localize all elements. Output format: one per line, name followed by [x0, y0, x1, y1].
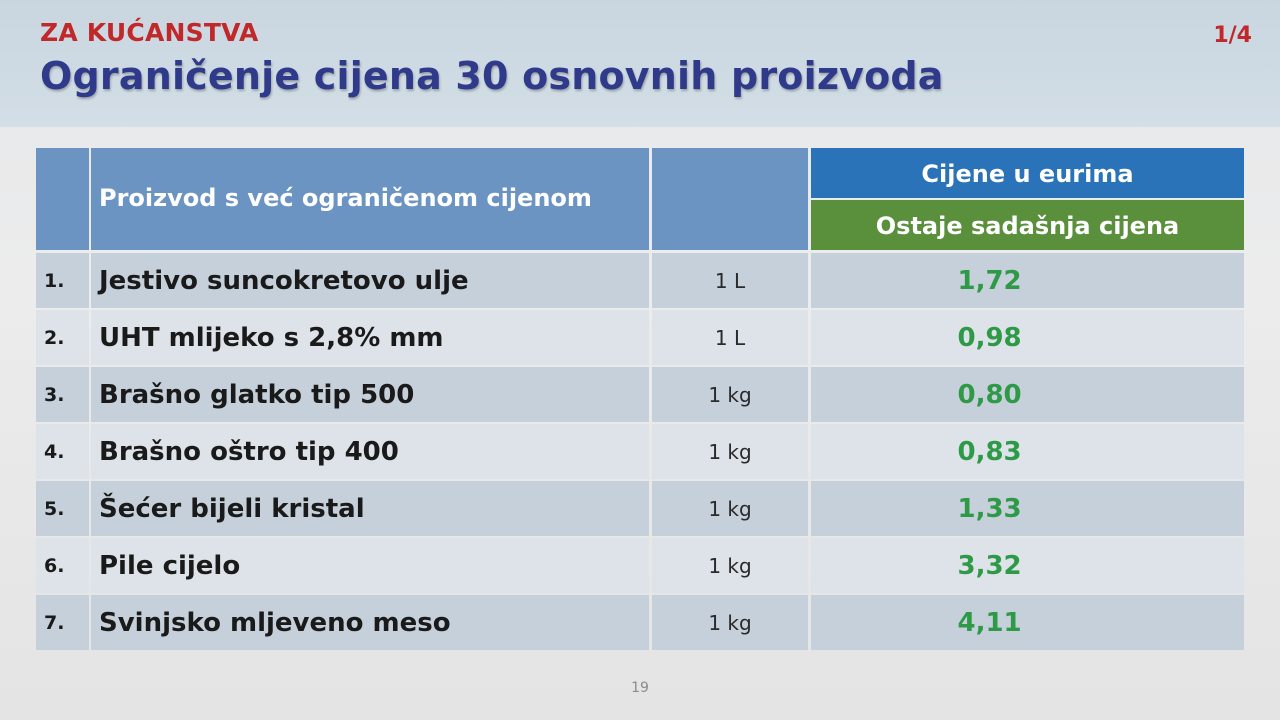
product-unit: 1 kg — [708, 554, 752, 578]
product-name: Brašno oštro tip 400 — [99, 437, 399, 467]
price-cell: 1,33 — [811, 481, 1244, 536]
product-cell: Brašno glatko tip 500 — [91, 367, 649, 422]
unit-cell: 1 kg — [652, 538, 808, 593]
row-number: 7. — [44, 612, 65, 634]
product-unit: 1 kg — [708, 611, 752, 635]
header-num-cell — [36, 148, 89, 250]
product-price: 1,72 — [957, 266, 1022, 296]
page-indicator: 1/4 — [1213, 23, 1252, 48]
table-header: Proizvod s već ograničenom cijenom Cijen… — [36, 148, 1244, 251]
unit-cell: 1 L — [652, 310, 808, 365]
price-cell: 1,72 — [811, 253, 1244, 308]
product-price: 3,32 — [957, 551, 1022, 581]
header-product-cell: Proizvod s već ograničenom cijenom — [91, 148, 649, 250]
price-cell: 0,98 — [811, 310, 1244, 365]
product-cell: Brašno oštro tip 400 — [91, 424, 649, 479]
row-number-cell: 1. — [36, 253, 89, 308]
product-unit: 1 kg — [708, 440, 752, 464]
product-price: 0,80 — [957, 380, 1022, 410]
product-cell: Svinjsko mljeveno meso — [91, 595, 649, 650]
row-number-cell: 7. — [36, 595, 89, 650]
table-row: 5. Šećer bijeli kristal 1 kg 1,33 — [36, 481, 1244, 536]
header-price-group: Cijene u eurima — [811, 148, 1244, 198]
product-price: 0,98 — [957, 323, 1022, 353]
product-unit: 1 L — [714, 326, 746, 350]
product-price: 4,11 — [957, 608, 1022, 638]
table-row: 6. Pile cijelo 1 kg 3,32 — [36, 538, 1244, 593]
product-cell: Šećer bijeli kristal — [91, 481, 649, 536]
table-row: 3. Brašno glatko tip 500 1 kg 0,80 — [36, 367, 1244, 422]
price-cell: 0,80 — [811, 367, 1244, 422]
row-number: 1. — [44, 270, 65, 292]
row-number: 2. — [44, 327, 65, 349]
table-row: 1. Jestivo suncokretovo ulje 1 L 1,72 — [36, 253, 1244, 308]
unit-cell: 1 kg — [652, 595, 808, 650]
row-number-cell: 3. — [36, 367, 89, 422]
product-name: Brašno glatko tip 500 — [99, 380, 415, 410]
product-unit: 1 L — [714, 269, 746, 293]
slide-number: 19 — [631, 680, 649, 696]
row-number-cell: 4. — [36, 424, 89, 479]
unit-cell: 1 kg — [652, 481, 808, 536]
table-row: 4. Brašno oštro tip 400 1 kg 0,83 — [36, 424, 1244, 479]
product-name: Svinjsko mljeveno meso — [99, 608, 451, 638]
row-number: 3. — [44, 384, 65, 406]
table-row: 7. Svinjsko mljeveno meso 1 kg 4,11 — [36, 595, 1244, 650]
product-price: 0,83 — [957, 437, 1022, 467]
price-cell: 3,32 — [811, 538, 1244, 593]
unit-cell: 1 kg — [652, 424, 808, 479]
price-table: Proizvod s već ograničenom cijenom Cijen… — [36, 148, 1244, 650]
unit-cell: 1 L — [652, 253, 808, 308]
price-cell: 0,83 — [811, 424, 1244, 479]
product-unit: 1 kg — [708, 497, 752, 521]
price-cell: 4,11 — [811, 595, 1244, 650]
product-cell: UHT mlijeko s 2,8% mm — [91, 310, 649, 365]
slide-kicker: ZA KUĆANSTVA — [40, 18, 259, 47]
row-number: 6. — [44, 555, 65, 577]
slide-title: Ograničenje cijena 30 osnovnih proizvoda — [40, 54, 944, 98]
table-row: 2. UHT mlijeko s 2,8% mm 1 L 0,98 — [36, 310, 1244, 365]
header-unit-cell — [652, 148, 808, 250]
header-product-label: Proizvod s već ograničenom cijenom — [99, 184, 592, 212]
header-price-sub: Ostaje sadašnja cijena — [811, 200, 1244, 250]
product-name: Šećer bijeli kristal — [99, 494, 365, 524]
row-number-cell: 6. — [36, 538, 89, 593]
product-cell: Pile cijelo — [91, 538, 649, 593]
row-number: 5. — [44, 498, 65, 520]
product-price: 1,33 — [957, 494, 1022, 524]
product-unit: 1 kg — [708, 383, 752, 407]
row-number: 4. — [44, 441, 65, 463]
row-number-cell: 2. — [36, 310, 89, 365]
product-name: Pile cijelo — [99, 551, 241, 581]
unit-cell: 1 kg — [652, 367, 808, 422]
product-name: Jestivo suncokretovo ulje — [99, 266, 469, 296]
product-cell: Jestivo suncokretovo ulje — [91, 253, 649, 308]
slide-header: ZA KUĆANSTVA 1/4 Ograničenje cijena 30 o… — [0, 0, 1280, 127]
product-name: UHT mlijeko s 2,8% mm — [99, 323, 444, 353]
row-number-cell: 5. — [36, 481, 89, 536]
